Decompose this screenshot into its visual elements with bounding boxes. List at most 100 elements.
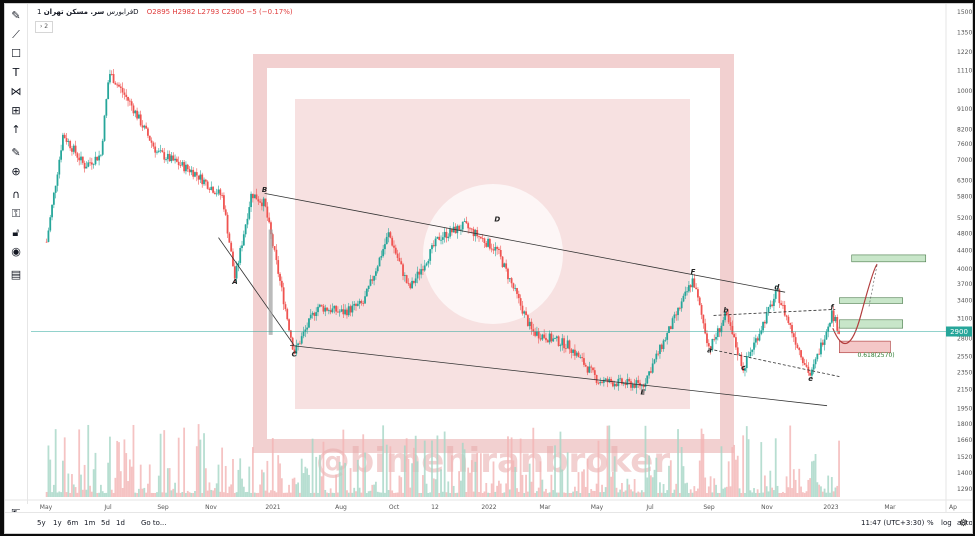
candle-body xyxy=(655,353,658,360)
volume-bar xyxy=(65,492,68,497)
candle-body xyxy=(387,232,390,237)
range-1m[interactable]: 1m xyxy=(84,519,96,527)
volume-bar xyxy=(172,488,175,497)
volume-bar xyxy=(572,491,575,497)
volume-bar xyxy=(288,484,290,497)
volume-bar xyxy=(313,492,316,497)
candle-body xyxy=(637,380,640,383)
arrow-icon[interactable]: ↑ xyxy=(11,123,21,136)
volume-bar xyxy=(485,482,488,497)
candle-body xyxy=(572,349,575,353)
volume-bar xyxy=(590,489,593,497)
volume-bar xyxy=(613,456,616,497)
auto-toggle[interactable]: auto xyxy=(957,519,973,527)
volume-bar xyxy=(767,491,770,497)
candle-body xyxy=(358,300,361,304)
range-5d[interactable]: 5d xyxy=(101,519,110,527)
candle-body xyxy=(702,314,705,324)
candle-body xyxy=(783,304,786,316)
text-icon[interactable]: T xyxy=(12,66,20,79)
candle-body xyxy=(400,261,403,265)
candle-body xyxy=(691,278,694,288)
candle-body xyxy=(141,125,144,128)
volume-bar xyxy=(438,492,441,497)
log-toggle[interactable]: log xyxy=(941,519,952,527)
volume-bar xyxy=(787,487,790,497)
lock-draw-icon[interactable]: ⚿ xyxy=(11,207,21,220)
eye-icon[interactable]: ◉ xyxy=(11,245,21,258)
settings-gear-icon[interactable]: ⚙ xyxy=(959,518,968,529)
volume-bar xyxy=(445,492,448,497)
volume-bar xyxy=(713,478,716,497)
zoom-icon[interactable]: ⊕ xyxy=(11,165,21,178)
lock-icon[interactable]: 🔓︎ xyxy=(12,226,20,239)
candle-body xyxy=(398,257,401,262)
candle-body xyxy=(709,346,712,350)
wave-label: B xyxy=(262,186,267,194)
candle-body xyxy=(581,357,584,359)
candle-body xyxy=(615,383,618,387)
candle-body xyxy=(711,338,714,350)
collapse-indicators-button[interactable]: › 2 xyxy=(35,21,53,33)
goto-button[interactable]: Go to... xyxy=(141,519,167,527)
candle-body xyxy=(148,135,151,141)
candle-body xyxy=(461,221,464,230)
volume-bar xyxy=(333,492,336,497)
volume-bar xyxy=(143,487,146,497)
volume-bar xyxy=(78,429,81,497)
candle-body xyxy=(293,349,296,354)
range-1d[interactable]: 1d xyxy=(116,519,125,527)
timeframe-label[interactable]: 1D xyxy=(37,8,139,16)
volume-bar xyxy=(441,491,444,497)
symbol-name[interactable]: سر. مسکن تهران xyxy=(43,8,105,16)
candle-body xyxy=(528,321,531,327)
candle-body xyxy=(687,285,690,292)
time-tick-label: Nov xyxy=(761,504,773,511)
volume-bar xyxy=(54,429,57,497)
volume-bar xyxy=(255,492,258,497)
measure-icon[interactable]: ✎ xyxy=(11,146,21,159)
volume-bar xyxy=(782,491,784,497)
candle-body xyxy=(604,378,607,380)
range-5y[interactable]: 5y xyxy=(37,519,46,527)
candle-body xyxy=(338,311,341,313)
candle-body xyxy=(194,172,196,177)
candle-body xyxy=(367,285,370,289)
volume-bar xyxy=(60,492,62,497)
pattern-icon[interactable]: ⋈ xyxy=(10,85,22,98)
candle-body xyxy=(365,288,368,297)
candle-body xyxy=(353,303,356,306)
cursor-icon[interactable]: ✎ xyxy=(11,9,21,22)
fib-icon[interactable]: ☐ xyxy=(11,47,21,60)
candle-body xyxy=(318,304,321,307)
range-6m[interactable]: 6m xyxy=(67,519,79,527)
candle-body xyxy=(268,217,271,223)
volume-bar xyxy=(628,484,631,497)
candle-body xyxy=(347,306,350,316)
forecast-icon[interactable]: ⊞ xyxy=(11,104,21,117)
volume-bar xyxy=(608,425,611,497)
candle-body xyxy=(172,155,175,161)
volume-bar xyxy=(175,492,178,497)
candle-body xyxy=(270,222,272,235)
candle-body xyxy=(279,273,281,281)
volume-bar xyxy=(342,429,345,497)
volume-bar xyxy=(152,492,155,497)
range-1y[interactable]: 1y xyxy=(53,519,62,527)
timezone-label[interactable]: 11:47 (UTC+3:30) xyxy=(861,519,925,527)
candle-body xyxy=(344,309,347,315)
trend-line-icon[interactable]: ⟋ xyxy=(12,28,20,41)
drawing-toolbar: ✎ ⟋ ☐ T ⋈ ⊞ ↑ ✎ ⊕ ∩ ⚿ 🔓︎ ◉ ▤ ⇱ xyxy=(5,4,28,520)
percent-toggle[interactable]: % xyxy=(927,519,934,527)
price-chart[interactable]: @bimehiranbroker 0.618(2570) A B C D E Fa b c d e f… xyxy=(5,4,972,513)
candle-body xyxy=(80,156,82,161)
volume-bar xyxy=(838,440,840,497)
volume-bar xyxy=(716,492,719,497)
magnet-icon[interactable]: ∩ xyxy=(11,188,21,201)
trash-icon[interactable]: ▤ xyxy=(10,268,22,281)
candle-body xyxy=(490,248,493,250)
candle-body xyxy=(199,174,202,180)
wave-label: E xyxy=(640,388,645,396)
candle-body xyxy=(121,87,124,93)
volume-bar xyxy=(293,477,296,497)
